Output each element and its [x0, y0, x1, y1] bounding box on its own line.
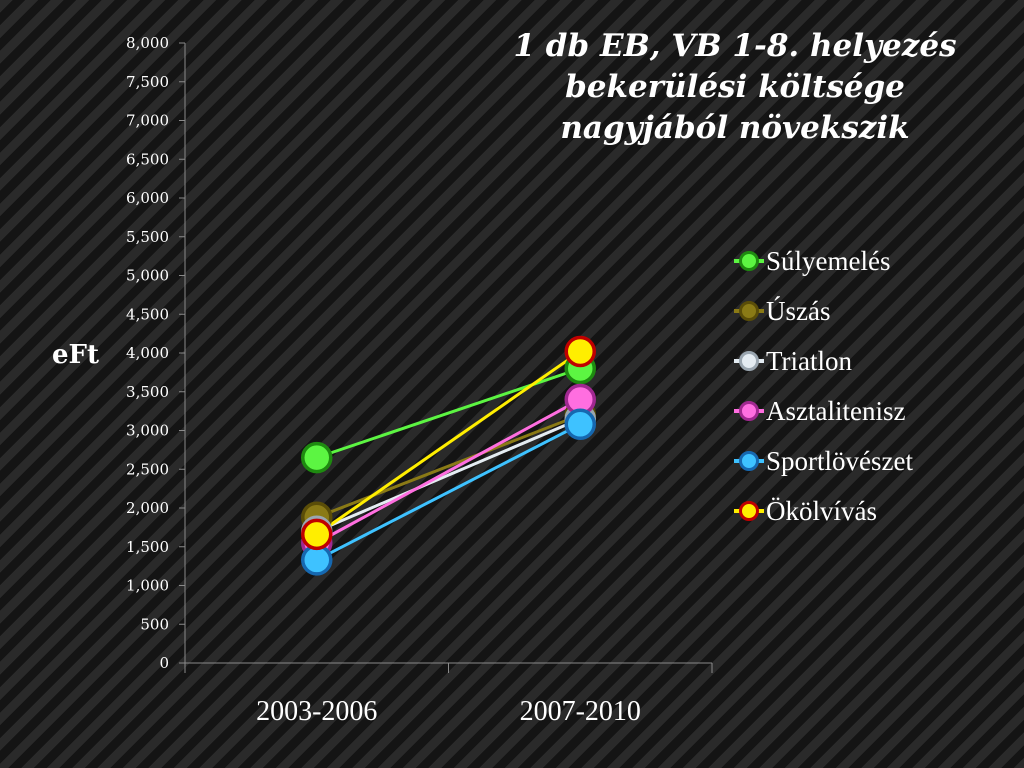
y-tick-label: 2,000 [126, 499, 169, 517]
chart-title: 1 db EB, VB 1-8. helyezés bekerülési köl… [470, 26, 1000, 149]
series-point-5-1 [564, 335, 596, 368]
y-tick-label: 3,000 [126, 422, 169, 440]
y-tick-label: 500 [140, 615, 169, 633]
legend-label: Úszás [766, 295, 831, 326]
series-point-5-0 [301, 518, 333, 551]
series-line-1 [316, 413, 581, 519]
chart-title-line-2: bekerülési költsége [565, 69, 905, 105]
series-line-4 [316, 422, 581, 562]
y-tick-label: 4,000 [126, 344, 169, 362]
legend-label: Sportlövészet [766, 445, 913, 476]
legend-label: Súlyemelés [766, 245, 891, 276]
legend-marker-icon [734, 346, 764, 376]
legend-marker-icon [734, 446, 764, 476]
legend-item-sulyemeles: Súlyemelés [734, 236, 913, 286]
y-tick-label: 8,000 [126, 34, 169, 52]
y-tick-label: 7,000 [126, 112, 169, 130]
y-tick-label: 1,000 [126, 577, 169, 595]
chart-axes [179, 42, 713, 673]
y-tick-label: 0 [159, 654, 169, 672]
legend-item-okolvivas: Ökölvívás [734, 486, 913, 536]
y-tick-label: 2,500 [126, 460, 169, 478]
legend-marker-icon [734, 496, 764, 526]
y-tick-label: 6,000 [126, 189, 169, 207]
legend-label: Triatlon [766, 345, 853, 376]
y-tick-label: 4,500 [126, 305, 169, 323]
chart-title-line-3: nagyjából növekszik [560, 110, 910, 146]
legend-item-triatlon: Triatlon [734, 336, 913, 386]
y-tick-label: 6,500 [126, 150, 169, 168]
y-tick-label: 5,000 [126, 267, 169, 285]
series-point-4-0 [301, 544, 333, 576]
x-tick-labels: 2003-2006 2007-2010 [256, 696, 641, 727]
y-tick-label: 3,500 [126, 383, 169, 401]
y-tick-label: 7,500 [126, 73, 169, 91]
legend-item-asztalitenisz: Asztalitenisz [734, 386, 913, 436]
legend-label: Ökölvívás [766, 495, 877, 526]
series-line-5 [315, 350, 582, 536]
chart-title-line-1: 1 db EB, VB 1-8. helyezés [513, 28, 957, 64]
legend-marker-icon [734, 396, 764, 426]
y-tick-label: 5,500 [126, 228, 169, 246]
series-lines [315, 350, 582, 562]
series-points [301, 335, 596, 576]
legend: Súlyemelés Úszás Triatlon Asztalitenisz … [734, 236, 913, 536]
series-line-2 [316, 417, 581, 533]
legend-marker-icon [734, 246, 764, 276]
x-tick-label: 2003-2006 [256, 696, 377, 727]
series-line-3 [316, 398, 581, 545]
y-tick-labels: 0 500 1,000 1,500 2,000 2,500 3,000 3,500 4,000 4… [126, 34, 169, 672]
legend-marker-icon [734, 296, 764, 326]
y-axis-label: eFt [52, 340, 100, 370]
legend-label: Asztalitenisz [766, 395, 906, 426]
series-point-4-1 [564, 408, 596, 441]
legend-item-sportloveszet: Sportlövészet [734, 436, 913, 486]
y-tick-label: 1,500 [126, 538, 169, 556]
series-point-0-0 [301, 441, 333, 474]
legend-item-uszas: Úszás [734, 286, 913, 336]
x-tick-label: 2007-2010 [520, 696, 641, 727]
